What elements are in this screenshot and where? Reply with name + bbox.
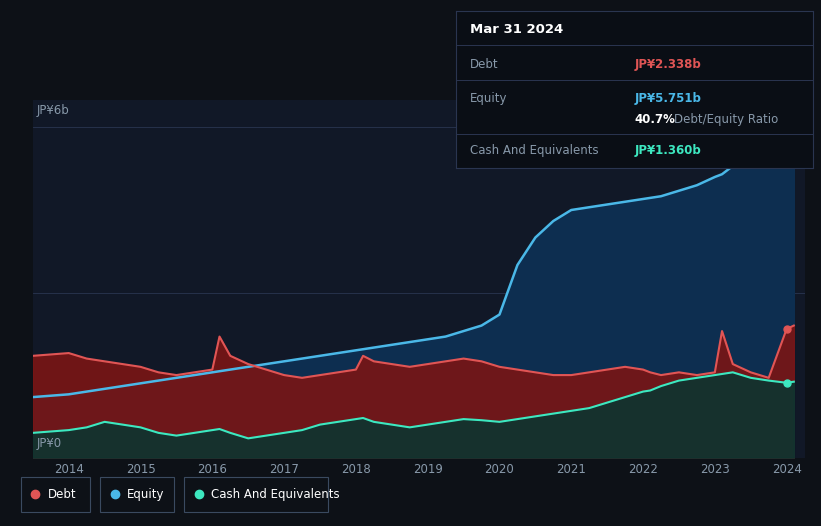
Text: Equity: Equity (470, 93, 507, 105)
Text: JP¥0: JP¥0 (37, 438, 62, 450)
Text: JP¥6b: JP¥6b (37, 104, 70, 117)
Text: Mar 31 2024: Mar 31 2024 (470, 23, 563, 36)
Text: Cash And Equivalents: Cash And Equivalents (211, 488, 340, 501)
Text: JP¥1.360b: JP¥1.360b (635, 145, 701, 157)
Text: 40.7%: 40.7% (635, 113, 675, 126)
Text: Debt: Debt (470, 58, 498, 70)
Text: Cash And Equivalents: Cash And Equivalents (470, 145, 599, 157)
Text: Debt/Equity Ratio: Debt/Equity Ratio (673, 113, 777, 126)
Text: Debt: Debt (48, 488, 76, 501)
Text: JP¥5.751b: JP¥5.751b (635, 93, 701, 105)
Text: Equity: Equity (127, 488, 165, 501)
Text: JP¥2.338b: JP¥2.338b (635, 58, 701, 70)
